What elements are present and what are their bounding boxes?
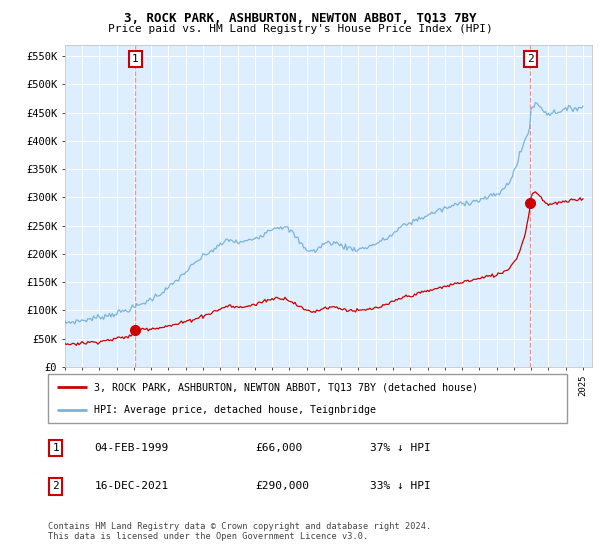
Text: 2: 2 (52, 481, 59, 491)
FancyBboxPatch shape (48, 374, 567, 423)
Text: 37% ↓ HPI: 37% ↓ HPI (370, 443, 431, 453)
Text: Contains HM Land Registry data © Crown copyright and database right 2024.
This d: Contains HM Land Registry data © Crown c… (48, 522, 431, 542)
Text: 2: 2 (527, 54, 534, 64)
Text: 3, ROCK PARK, ASHBURTON, NEWTON ABBOT, TQ13 7BY: 3, ROCK PARK, ASHBURTON, NEWTON ABBOT, T… (124, 12, 476, 25)
Text: 1: 1 (52, 443, 59, 453)
Text: Price paid vs. HM Land Registry's House Price Index (HPI): Price paid vs. HM Land Registry's House … (107, 24, 493, 34)
Text: 33% ↓ HPI: 33% ↓ HPI (370, 481, 431, 491)
Text: 3, ROCK PARK, ASHBURTON, NEWTON ABBOT, TQ13 7BY (detached house): 3, ROCK PARK, ASHBURTON, NEWTON ABBOT, T… (94, 382, 478, 393)
Text: HPI: Average price, detached house, Teignbridge: HPI: Average price, detached house, Teig… (94, 405, 376, 416)
Text: 1: 1 (132, 54, 139, 64)
Text: £290,000: £290,000 (256, 481, 310, 491)
Text: 04-FEB-1999: 04-FEB-1999 (95, 443, 169, 453)
Text: £66,000: £66,000 (256, 443, 303, 453)
Text: 16-DEC-2021: 16-DEC-2021 (95, 481, 169, 491)
